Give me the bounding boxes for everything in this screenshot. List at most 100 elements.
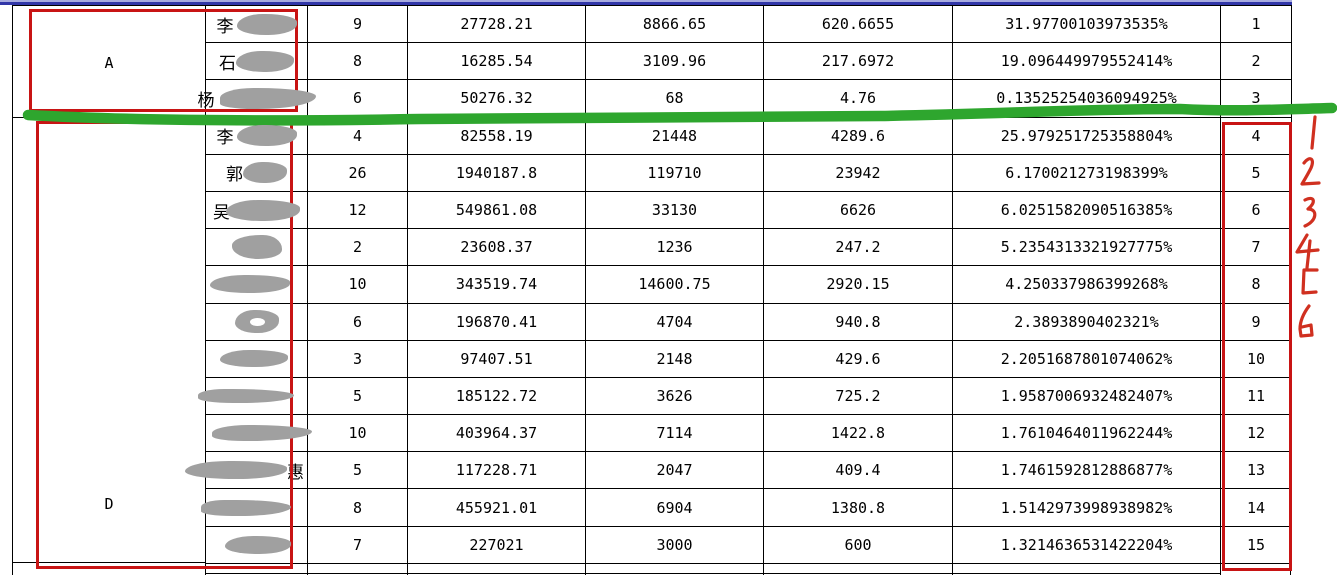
- percentage-cell[interactable]: 6.170021273198399%: [952, 154, 1220, 192]
- value1-cell[interactable]: 82558.19: [407, 117, 585, 155]
- percentage-cell[interactable]: 2.3893890402321%: [952, 303, 1220, 341]
- value3-cell[interactable]: 600: [763, 526, 952, 564]
- percentage-cell[interactable]: 19.096449979552414%: [952, 43, 1220, 81]
- value2-cell[interactable]: 2047: [585, 452, 763, 490]
- rank-cell[interactable]: 2: [1220, 43, 1292, 81]
- value1-cell[interactable]: 27728.21: [407, 6, 585, 44]
- name-cell[interactable]: [205, 229, 307, 267]
- count-cell[interactable]: 6: [307, 303, 407, 341]
- value3-cell[interactable]: 940.8: [763, 303, 952, 341]
- percentage-cell[interactable]: 0.13525254036094925%: [952, 80, 1220, 118]
- value1-cell[interactable]: 196870.41: [407, 303, 585, 341]
- value2-cell[interactable]: 14600.75: [585, 266, 763, 304]
- value3-cell[interactable]: 4.76: [763, 80, 952, 118]
- count-cell[interactable]: 4: [307, 117, 407, 155]
- spreadsheet-table: 李 9 27728.21 8866.65 620.6655 31.9770010…: [185, 5, 1292, 564]
- redaction-blob: [236, 125, 297, 147]
- redaction-blob: [231, 235, 282, 260]
- name-fragment: 吴: [213, 202, 230, 223]
- value2-cell[interactable]: 119710: [585, 154, 763, 192]
- rank-cell[interactable]: 3: [1220, 80, 1292, 118]
- count-cell[interactable]: 8: [307, 43, 407, 81]
- count-cell[interactable]: 10: [307, 266, 407, 304]
- value1-cell[interactable]: 23608.37: [407, 229, 585, 267]
- name-cell[interactable]: [200, 489, 307, 527]
- rank-cell[interactable]: 1: [1220, 6, 1292, 44]
- value3-cell[interactable]: 6626: [763, 191, 952, 230]
- value3-cell[interactable]: 429.6: [763, 340, 952, 378]
- value2-cell[interactable]: 4704: [585, 303, 763, 341]
- value1-cell[interactable]: 97407.51: [407, 340, 585, 378]
- group-cell-D[interactable]: D: [104, 495, 114, 513]
- name-cell[interactable]: 石: [205, 43, 307, 81]
- value1-cell[interactable]: 185122.72: [407, 377, 585, 416]
- name-cell[interactable]: [205, 526, 307, 564]
- count-cell[interactable]: 3: [307, 340, 407, 378]
- value1-cell[interactable]: 403964.37: [407, 415, 585, 453]
- value1-cell[interactable]: 227021: [407, 526, 585, 564]
- value3-cell[interactable]: 2920.15: [763, 266, 952, 304]
- value3-cell[interactable]: 23942: [763, 154, 952, 192]
- count-cell[interactable]: 2: [307, 229, 407, 267]
- count-cell[interactable]: 9: [307, 6, 407, 44]
- value3-cell[interactable]: 217.6972: [763, 43, 952, 81]
- value3-cell[interactable]: 4289.6: [763, 117, 952, 155]
- count-cell[interactable]: 10: [307, 415, 407, 453]
- name-cell[interactable]: 李: [205, 6, 307, 44]
- value2-cell[interactable]: 7114: [585, 415, 763, 453]
- value1-cell[interactable]: 1940187.8: [407, 154, 585, 192]
- count-cell[interactable]: 12: [307, 191, 407, 230]
- value2-cell[interactable]: 33130: [585, 191, 763, 230]
- value1-cell[interactable]: 117228.71: [407, 452, 585, 490]
- percentage-cell[interactable]: 2.2051687801074062%: [952, 340, 1220, 378]
- value2-cell[interactable]: 21448: [585, 117, 763, 155]
- count-cell[interactable]: 6: [307, 80, 407, 118]
- value1-cell[interactable]: 455921.01: [407, 489, 585, 527]
- value3-cell[interactable]: 247.2: [763, 229, 952, 267]
- value2-cell[interactable]: 2148: [585, 340, 763, 378]
- value3-cell[interactable]: 1380.8: [763, 489, 952, 527]
- name-cell[interactable]: 李: [205, 117, 307, 155]
- name-cell[interactable]: [205, 415, 312, 453]
- value3-cell[interactable]: 620.6655: [763, 6, 952, 44]
- value2-cell[interactable]: 8866.65: [585, 6, 763, 44]
- percentage-cell[interactable]: 1.5142973998938982%: [952, 489, 1220, 527]
- percentage-cell[interactable]: 1.9587006932482407%: [952, 377, 1220, 416]
- count-cell[interactable]: 8: [307, 489, 407, 527]
- value2-cell[interactable]: 1236: [585, 229, 763, 267]
- count-cell[interactable]: 5: [307, 377, 407, 416]
- value1-cell[interactable]: 50276.32: [407, 80, 585, 118]
- value1-cell[interactable]: 16285.54: [407, 43, 585, 81]
- count-cell[interactable]: 26: [307, 154, 407, 192]
- value2-cell[interactable]: 6904: [585, 489, 763, 527]
- percentage-cell[interactable]: 25.979251725358804%: [952, 117, 1220, 155]
- name-cell[interactable]: [197, 377, 307, 416]
- value2-cell[interactable]: 3000: [585, 526, 763, 564]
- percentage-cell[interactable]: 5.2354313321927775%: [952, 229, 1220, 267]
- value2-cell[interactable]: 3109.96: [585, 43, 763, 81]
- value3-cell[interactable]: 409.4: [763, 452, 952, 490]
- name-cell[interactable]: 吴: [205, 191, 307, 230]
- name-cell[interactable]: 郭: [205, 154, 307, 192]
- percentage-cell[interactable]: 1.3214636531422204%: [952, 526, 1220, 564]
- value1-cell[interactable]: 549861.08: [407, 191, 585, 230]
- value2-cell[interactable]: 68: [585, 80, 763, 118]
- value3-cell[interactable]: 1422.8: [763, 415, 952, 453]
- gridline-stub: [952, 563, 953, 575]
- group-cell-A[interactable]: A: [104, 54, 114, 72]
- name-cell[interactable]: [205, 303, 307, 341]
- percentage-cell[interactable]: 6.0251582090516385%: [952, 191, 1220, 230]
- value3-cell[interactable]: 725.2: [763, 377, 952, 416]
- count-cell[interactable]: 7: [307, 526, 407, 564]
- value1-cell[interactable]: 343519.74: [407, 266, 585, 304]
- gridline-stub: [1220, 563, 1221, 575]
- percentage-cell[interactable]: 1.7461592812886877%: [952, 452, 1220, 490]
- percentage-cell[interactable]: 31.97700103973535%: [952, 6, 1220, 44]
- name-cell[interactable]: [205, 266, 307, 304]
- percentage-cell[interactable]: 4.250337986399268%: [952, 266, 1220, 304]
- count-cell[interactable]: 5: [307, 452, 407, 490]
- gridline-stub: [407, 563, 408, 575]
- value2-cell[interactable]: 3626: [585, 377, 763, 416]
- name-cell[interactable]: [205, 340, 307, 378]
- percentage-cell[interactable]: 1.7610464011962244%: [952, 415, 1220, 453]
